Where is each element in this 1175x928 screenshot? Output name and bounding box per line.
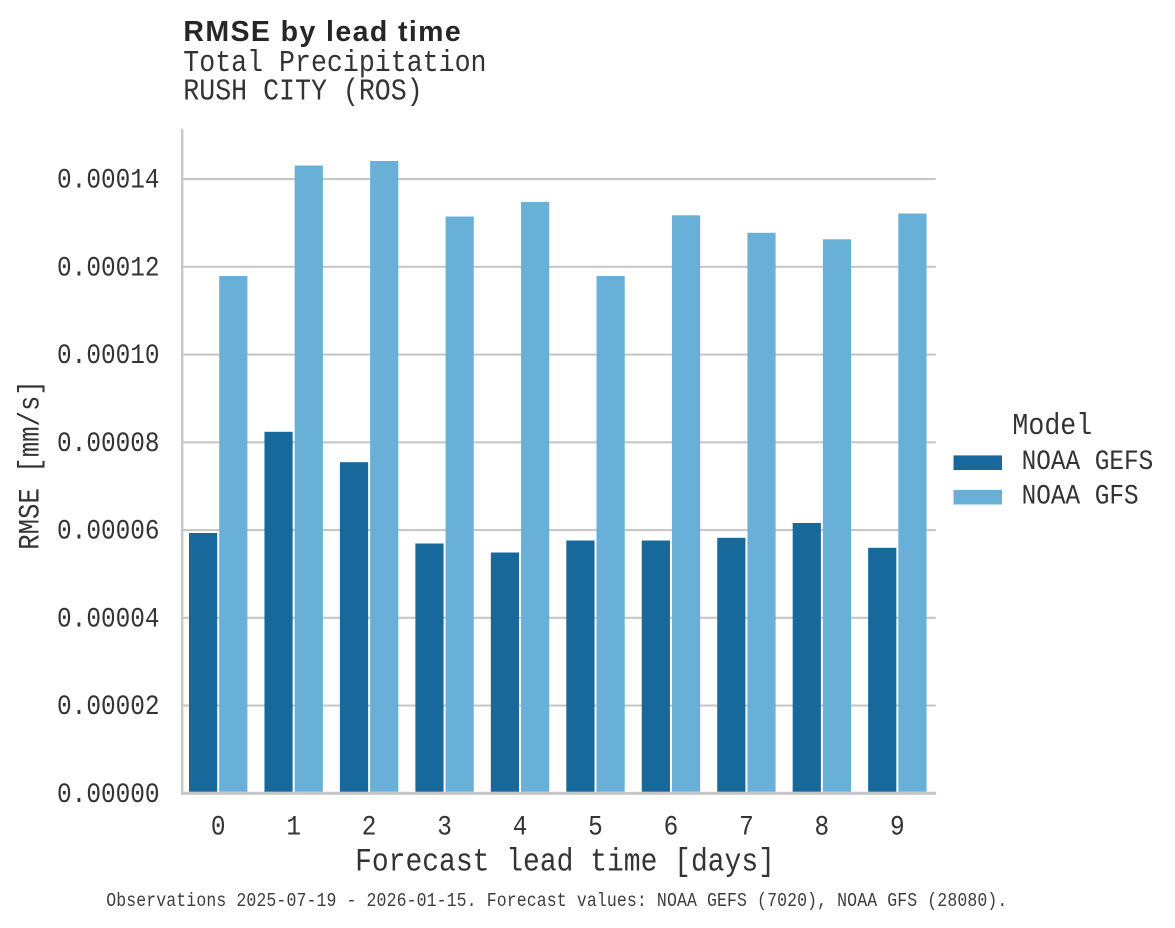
svg-text:0: 0 <box>211 811 226 843</box>
svg-text:0.00008: 0.00008 <box>57 427 159 459</box>
svg-text:9: 9 <box>890 811 905 843</box>
svg-text:Total Precipitation: Total Precipitation <box>183 46 486 81</box>
svg-text:RMSE [mm/s]: RMSE [mm/s] <box>15 380 48 550</box>
svg-text:0.00004: 0.00004 <box>57 603 159 635</box>
svg-text:Observations 2025-07-19 - 2026: Observations 2025-07-19 - 2026-01-15. Fo… <box>106 891 1007 912</box>
svg-text:0.00012: 0.00012 <box>57 252 159 284</box>
svg-text:8: 8 <box>815 811 830 843</box>
svg-text:0.00010: 0.00010 <box>57 340 159 372</box>
svg-text:Forecast lead time [days]: Forecast lead time [days] <box>355 845 775 881</box>
svg-text:NOAA GEFS: NOAA GEFS <box>1022 446 1154 478</box>
svg-text:0.00006: 0.00006 <box>57 515 159 547</box>
svg-text:2: 2 <box>362 811 377 843</box>
svg-text:5: 5 <box>588 811 603 843</box>
svg-text:1: 1 <box>286 811 301 843</box>
svg-text:0.00002: 0.00002 <box>57 691 159 723</box>
svg-text:RUSH CITY (ROS): RUSH CITY (ROS) <box>183 74 422 109</box>
svg-text:7: 7 <box>739 811 754 843</box>
svg-text:4: 4 <box>513 811 528 843</box>
svg-text:3: 3 <box>437 811 452 843</box>
svg-text:0.00000: 0.00000 <box>57 778 159 810</box>
svg-text:0.00014: 0.00014 <box>57 164 159 196</box>
svg-text:RMSE by lead time: RMSE by lead time <box>183 16 462 48</box>
svg-text:NOAA GFS: NOAA GFS <box>1022 480 1139 512</box>
svg-text:Model: Model <box>1012 408 1092 443</box>
svg-text:6: 6 <box>664 811 679 843</box>
